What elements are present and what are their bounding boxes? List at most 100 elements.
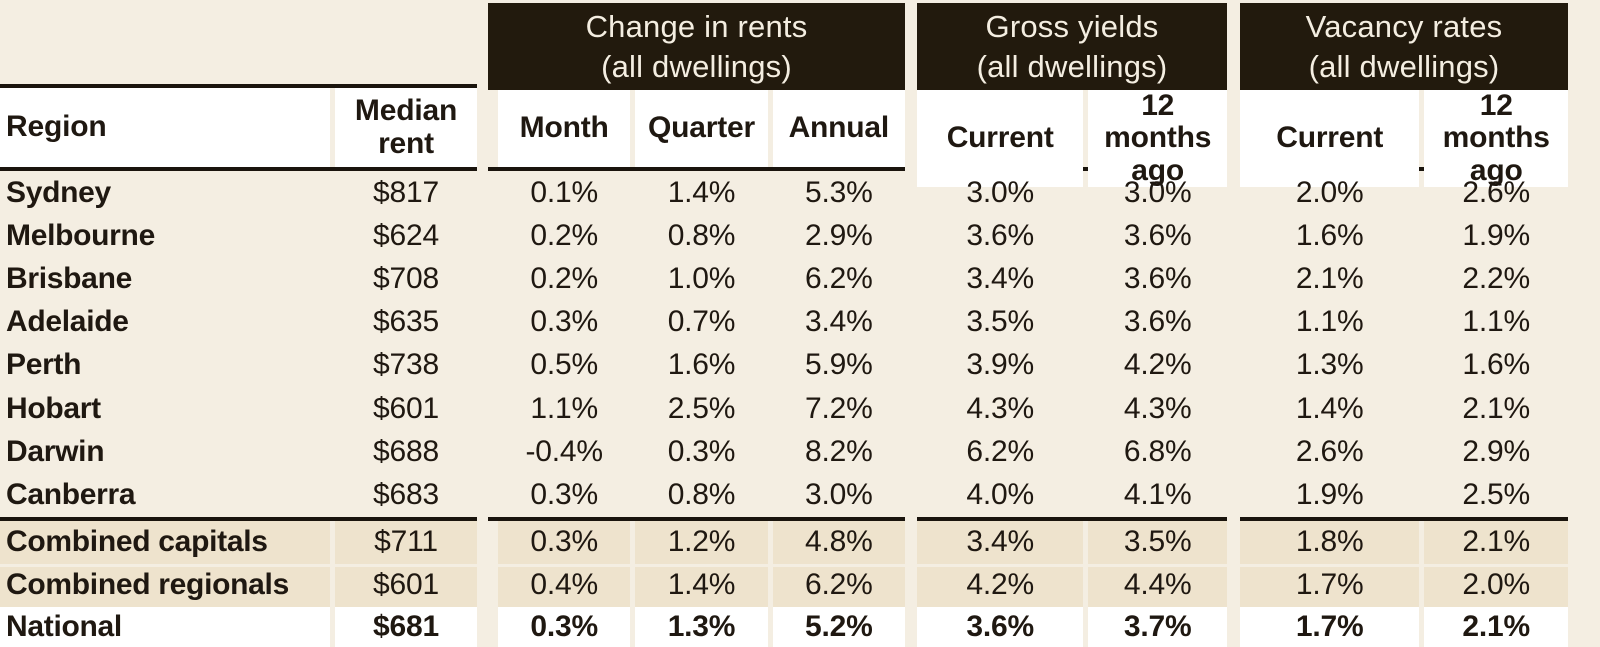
table-row-perth: 1.3% 1.6% [1240,344,1568,387]
table-row-hobart: 4.3% 4.3% [917,387,1227,430]
region-cell: Melbourne [6,218,155,252]
table-row-canberra: 1.9% 2.5% [1240,473,1568,516]
value-cell: 1.3% [1295,348,1364,382]
value-cell: 0.7% [667,305,736,339]
region-cell: Adelaide [6,305,129,339]
median-rent-cell: $601 [373,391,439,425]
value-cell: 0.4% [498,563,631,607]
table-row-combined-capitals: 0.3% 1.2% 4.8% [488,520,905,564]
table-row-combined-regionals: 1.7% 2.0% [1240,563,1568,607]
table-row-brisbane: 2.1% 2.2% [1240,257,1568,300]
value-cell: 2.1% [1462,391,1531,425]
table-row-canberra: Canberra $683 [0,473,477,516]
value-cell: 0.3% [498,520,631,564]
region-cell: Perth [6,348,82,382]
value-cell: 2.5% [1462,477,1531,511]
value-cell: 1.7% [1240,606,1420,647]
group-title: Change in rents [585,9,808,45]
value-cell: 4.4% [1088,563,1227,607]
value-cell: 3.6% [1123,218,1192,252]
table-row-national: 1.7% 2.1% [1240,606,1568,647]
table-row-melbourne: 3.6% 3.6% [917,214,1227,257]
table-row-perth: 3.9% 4.2% [917,344,1227,387]
table-row-national: 0.3% 1.3% 5.2% [488,606,905,647]
table-row-darwin: Darwin $688 [0,430,477,473]
value-cell: 4.3% [966,391,1034,425]
value-cell: 3.0% [966,175,1034,209]
region-cell: Canberra [6,477,136,511]
value-cell: 1.1% [1295,305,1364,339]
median-rent-column-header: Median rent [335,88,477,167]
value-cell: 3.7% [1088,606,1227,647]
value-cell: 0.8% [667,477,736,511]
value-cell: 2.1% [1424,520,1568,564]
table-row-brisbane: 3.4% 3.6% [917,257,1227,300]
table-row-combined-regionals: 0.4% 1.4% 6.2% [488,563,905,607]
value-cell: 1.9% [1462,218,1531,252]
table-row-combined-regionals: 4.2% 4.4% [917,563,1227,607]
section-vacancy-rates: Vacancy rates (all dwellings) Current 12… [1240,0,1568,647]
table-row-darwin: -0.4% 0.3% 8.2% [488,430,905,473]
value-cell: 4.1% [1123,477,1192,511]
table-row-darwin: 6.2% 6.8% [917,430,1227,473]
value-cell: 0.3% [530,305,598,339]
section-change-in-rents: Change in rents (all dwellings) Month Qu… [488,0,905,647]
group-title: Gross yields [985,9,1159,45]
median-rent-cell: $711 [335,520,477,564]
value-cell: 2.0% [1295,175,1364,209]
table-row-combined-capitals: Combined capitals $711 [0,520,477,564]
region-cell: Combined capitals [0,520,330,564]
value-cell: 3.0% [805,477,873,511]
totals-divider [917,516,1227,521]
value-cell: 3.6% [917,606,1084,647]
table-row-national: 3.6% 3.7% [917,606,1227,647]
region-cell: Darwin [6,434,105,468]
value-cell: 3.6% [1123,261,1192,295]
table-row-hobart: 1.1% 2.5% 7.2% [488,387,905,430]
column-headers-vacancy-rates: Current 12 months ago [1240,89,1568,188]
region-rows: Sydney $817 Melbourne $624 Brisbane $708 Adela… [0,171,477,647]
median-rent-cell: $681 [335,606,477,647]
value-cell: 1.4% [667,175,736,209]
group-subtitle: (all dwellings) [976,48,1168,84]
value-cell: 3.6% [966,218,1034,252]
group-header-gross-yields: Gross yields (all dwellings) [917,3,1227,90]
value-cell: 0.1% [530,175,598,209]
value-cell: 2.5% [667,391,736,425]
value-cell: 2.9% [805,218,873,252]
table-row-national: National $681 [0,606,477,647]
value-cell: 3.4% [805,305,873,339]
table-row-sydney: Sydney $817 [0,171,477,214]
region-cell: Combined regionals [0,563,330,607]
group-subtitle: (all dwellings) [1308,48,1500,84]
table-row-hobart: Hobart $601 [0,387,477,430]
quarter-column-header: Quarter [635,90,768,167]
table-row-sydney: 2.0% 2.6% [1240,171,1568,214]
table-row-melbourne: Melbourne $624 [0,214,477,257]
value-cell: 6.8% [1123,434,1192,468]
current-column-header: Current [1240,90,1420,188]
value-cell: 0.5% [530,348,598,382]
value-cell: 2.1% [1424,606,1568,647]
column-headers-gross-yields: Current 12 months ago [917,89,1227,188]
value-cell: 4.0% [966,477,1034,511]
value-cell: 3.5% [1088,520,1227,564]
value-cell: 7.2% [805,391,873,425]
region-cell: Brisbane [6,261,132,295]
table-row-canberra: 0.3% 0.8% 3.0% [488,473,905,516]
value-cell: 1.9% [1295,477,1364,511]
value-cell: 0.3% [667,434,736,468]
table-row-brisbane: Brisbane $708 [0,257,477,300]
column-headers-change-in-rents: Month Quarter Annual [488,90,905,171]
value-cell: 1.6% [1462,348,1531,382]
value-cell: 1.1% [530,391,598,425]
table-row-sydney: 3.0% 3.0% [917,171,1227,214]
column-headers-region: Region Median rent [0,84,477,171]
value-cell: 0.8% [667,218,736,252]
value-cell: 2.6% [1295,434,1364,468]
value-cell: 1.8% [1240,520,1420,564]
value-cell: 3.4% [917,520,1084,564]
value-cell: 5.3% [805,175,873,209]
value-cell: 4.2% [917,563,1084,607]
